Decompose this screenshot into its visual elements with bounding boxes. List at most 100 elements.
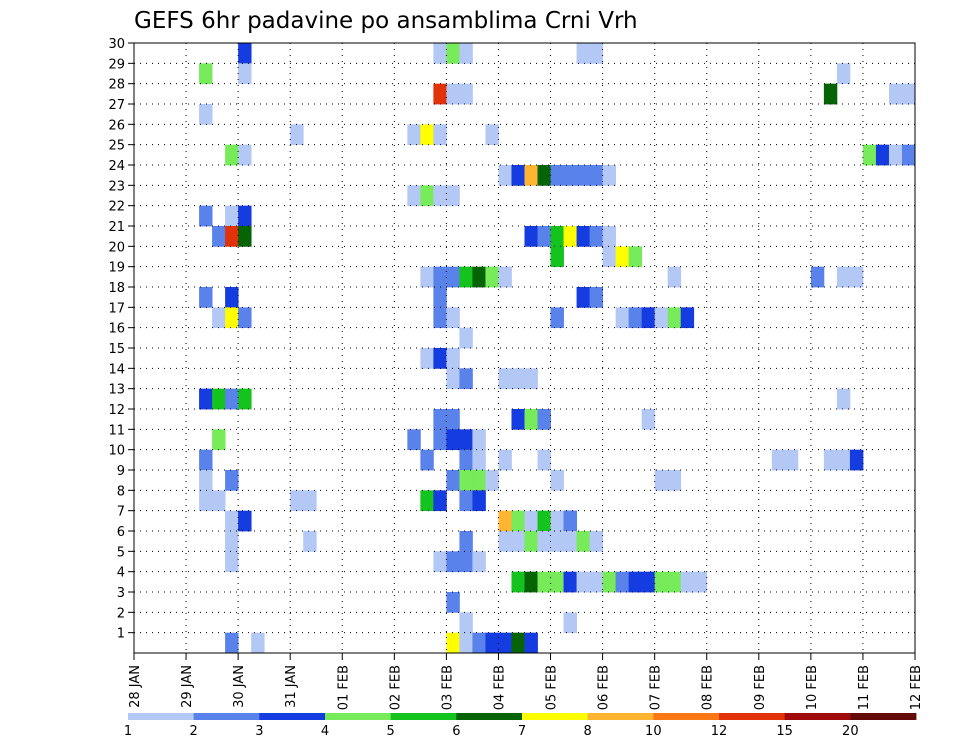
y-tick-label: 17 [108,301,125,316]
heatmap-cell-m20-t36 [602,246,617,268]
heatmap-cell-m21-t30 [524,226,538,247]
heatmap-cell-m15-t24 [446,348,460,369]
heatmap-cell-m28-t25 [459,83,473,105]
heatmap-cell-m11-t25 [459,429,473,451]
heatmap-cell-m2-t25 [459,612,473,634]
heatmap-cell-m13-t7 [225,388,239,410]
heatmap-cell-m5-t25 [459,551,473,573]
heatmap-cell-m23-t21 [407,185,421,207]
heatmap-cell-m7-t30 [524,510,538,532]
heatmap-cell-m7-t33 [563,510,577,532]
heatmap-cell-m13-t6 [212,388,226,410]
heatmap-cell-m24-t36 [602,165,617,186]
heatmap-cell-m25-t8 [238,144,252,166]
heatmap-cell-m11-t21 [407,429,421,451]
y-tick-label: 13 [108,383,125,398]
heatmap-cell-m4-t32 [550,571,564,593]
y-tick-label: 16 [108,322,125,337]
heatmap-cell-m5-t26 [472,551,486,573]
y-tick-label: 29 [108,57,125,72]
heatmap-cell-m17-t40 [654,307,669,329]
x-tick-label: 04 FEB [493,665,508,710]
heatmap-cell-m8-t26 [472,490,486,512]
y-tick-label: 19 [108,261,125,276]
heatmap-cell-m6-t7 [225,531,239,552]
heatmap-cell-m7-t29 [511,510,525,532]
heatmap-cell-m9-t5 [199,470,213,491]
heatmap-cell-m19-t55 [849,266,864,288]
heatmap-cell-m1-t25 [459,632,473,654]
heatmap-cell-m1-t29 [511,632,525,654]
heatmap-cell-m26-t23 [433,124,447,146]
heatmap-cell-m26-t12 [290,124,304,146]
heatmap-cell-m11-t23 [433,429,447,451]
heatmap-cell-m17-t38 [628,307,643,329]
x-tick-label: 02 FEB [388,665,403,710]
colorbar-segment [850,713,917,720]
heatmap-cell-m24-t31 [537,165,551,186]
y-tick-label: 22 [108,200,125,215]
colorbar-label: 8 [584,724,592,739]
heatmap-cell-m4-t34 [576,571,590,593]
x-tick-label: 31 JAN [284,665,299,708]
heatmap-cell-m22-t7 [225,205,239,227]
heatmap-cell-m8-t22 [420,490,434,512]
heatmap-cell-m30-t35 [589,43,603,64]
heatmap-cell-m19-t54 [836,266,851,288]
colorbar-label: 20 [842,724,859,739]
heatmap-cell-m9-t40 [654,470,669,491]
heatmap-cell-m4-t33 [563,571,577,593]
heatmap-cell-m12-t30 [524,409,538,430]
heatmap-cell-m8-t25 [459,490,473,512]
heatmap-cell-m28-t58 [888,83,903,105]
heatmap-cell-m19-t28 [498,266,512,288]
heatmap-cell-m4-t30 [524,571,538,593]
heatmap-cell-m26-t21 [407,124,421,146]
heatmap-cell-m17-t41 [667,307,682,329]
heatmap-cell-m30-t24 [446,43,460,64]
x-tick-label: 29 JAN [180,665,195,708]
heatmap-cell-m19-t41 [667,266,682,288]
heatmap-cell-m17-t42 [680,307,695,329]
heatmap-cell-m19-t23 [433,266,447,288]
heatmap-cell-m10-t49 [771,449,786,471]
heatmap-cell-m13-t54 [836,388,851,410]
heatmap-cell-m6-t29 [511,531,525,552]
colorbar-label: 7 [518,724,526,739]
heatmap-cell-m17-t6 [212,307,226,329]
colorbar-label: 6 [452,724,460,739]
grid-lines [134,43,915,653]
x-tick-label: 08 FEB [701,665,716,710]
colorbar-segment [587,713,654,720]
y-tick-label: 18 [108,281,125,296]
heatmap-cell-m9-t27 [485,470,499,491]
heatmap-cell-m30-t34 [576,43,590,64]
heatmap-cell-m17-t32 [550,307,564,329]
heatmap-cell-m4-t41 [667,571,682,593]
heatmap-cell-m10-t55 [849,449,864,471]
heatmap-cell-m9-t7 [225,470,239,491]
y-tick-label: 14 [108,362,125,377]
heatmap-cell-m30-t8 [238,43,252,64]
heatmap-cell-m9-t41 [667,470,682,491]
heatmap-cell-m14-t30 [524,368,538,390]
y-tick-label: 7 [117,505,125,520]
heatmap-cell-m19-t27 [485,266,499,288]
x-tick-label: 07 FEB [649,665,664,710]
heatmap-cell-m7-t8 [238,510,252,532]
colorbar-label: 10 [645,724,662,739]
heatmap-cell-m17-t24 [446,307,460,329]
y-tick-label: 6 [117,525,125,540]
y-axis: 1234567891011121314151617181920212223242… [108,37,134,642]
heatmap-cell-m21-t32 [550,226,564,247]
colorbar-segment [390,713,457,720]
y-tick-label: 30 [108,37,125,52]
heatmap-cell-m17-t39 [641,307,656,329]
heatmap-cell-m4-t40 [654,571,669,593]
heatmap-cells [199,43,916,654]
heatmap-cell-m24-t30 [524,165,538,186]
heatmap-cell-m21-t8 [238,226,252,247]
heatmap-cell-m9-t32 [550,470,564,491]
heatmap-cell-m8-t23 [433,490,447,512]
y-tick-label: 4 [117,566,125,581]
